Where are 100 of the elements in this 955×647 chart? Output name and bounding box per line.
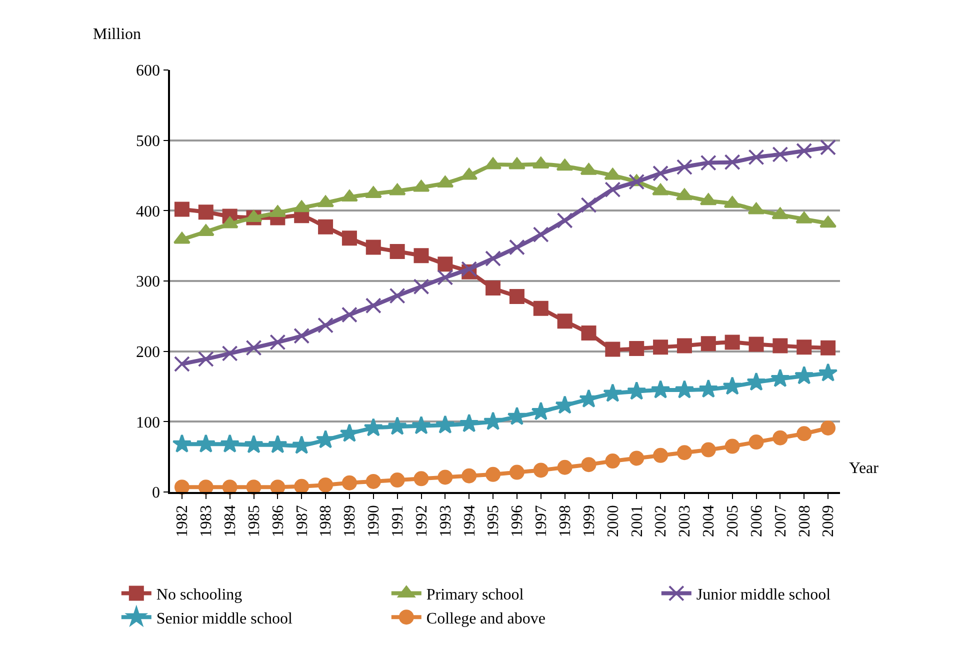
point <box>318 219 334 234</box>
point <box>579 389 598 408</box>
point <box>174 480 190 495</box>
point <box>748 434 764 450</box>
x-tick-label: 1983 <box>198 505 216 538</box>
point <box>172 434 192 453</box>
point <box>198 480 214 495</box>
point <box>653 448 668 463</box>
point <box>244 434 264 454</box>
point <box>770 368 790 388</box>
legend-label: Primary school <box>426 586 524 604</box>
x-tick-label: 1997 <box>533 505 550 538</box>
point <box>364 186 382 198</box>
point <box>653 340 668 355</box>
point <box>270 480 286 495</box>
y-tick-label: 400 <box>136 203 160 220</box>
point <box>270 334 286 350</box>
point <box>794 366 814 384</box>
x-tick-label: 1994 <box>461 505 478 538</box>
point <box>605 454 620 469</box>
point <box>508 239 525 256</box>
point <box>556 212 573 229</box>
point <box>486 466 501 482</box>
point <box>676 338 692 354</box>
point <box>772 430 788 446</box>
point <box>438 470 453 485</box>
point <box>389 288 406 304</box>
point <box>390 472 405 488</box>
point <box>820 340 836 356</box>
point <box>461 261 478 278</box>
x-axis-title: Year <box>849 460 880 477</box>
point <box>508 157 526 170</box>
x-tick-label: 1993 <box>437 505 454 538</box>
point <box>388 416 407 435</box>
point <box>342 475 357 490</box>
point <box>486 280 501 296</box>
point <box>676 188 693 200</box>
point <box>459 414 479 432</box>
point <box>580 197 597 214</box>
point <box>318 477 334 492</box>
legend-label: College and above <box>426 610 546 628</box>
legend-label: Junior middle school <box>696 586 832 604</box>
point <box>222 480 238 495</box>
point <box>509 288 524 304</box>
point <box>341 306 358 323</box>
y-tick-label: 0 <box>152 484 160 502</box>
x-tick-label: 1986 <box>270 505 287 538</box>
point <box>436 415 455 434</box>
x-tick-label: 1996 <box>509 505 526 538</box>
x-tick-label: 2002 <box>652 505 670 538</box>
point <box>198 351 214 368</box>
point <box>748 149 764 166</box>
x-tick-label: 2008 <box>796 505 814 538</box>
point <box>533 462 548 478</box>
point <box>772 338 788 354</box>
point <box>222 345 238 362</box>
x-tick-label: 1991 <box>390 505 407 538</box>
point <box>342 230 357 246</box>
point <box>269 205 286 218</box>
point <box>700 442 716 458</box>
point <box>414 248 429 264</box>
x-tick-label: 1984 <box>222 505 240 538</box>
point <box>772 207 789 220</box>
y-tick-label: 200 <box>136 344 160 361</box>
x-tick-label: 2003 <box>676 505 694 538</box>
point <box>652 165 669 182</box>
point <box>293 200 310 212</box>
point <box>292 435 312 454</box>
point <box>340 424 360 442</box>
point <box>365 298 382 314</box>
x-tick-label: 2005 <box>724 505 742 538</box>
point <box>796 340 812 355</box>
point <box>722 376 742 395</box>
point <box>772 146 788 162</box>
point <box>698 379 718 398</box>
x-tick-label: 1992 <box>413 505 430 538</box>
point <box>676 445 692 460</box>
point <box>748 202 765 214</box>
point <box>390 244 405 259</box>
point <box>700 336 716 352</box>
point <box>340 190 358 202</box>
point <box>198 204 214 220</box>
point <box>174 356 190 372</box>
point <box>366 474 381 489</box>
y-tick-label: 300 <box>136 274 160 291</box>
point <box>820 420 836 436</box>
y-axis-title: Million <box>93 26 142 43</box>
point <box>628 174 645 190</box>
point <box>294 478 310 494</box>
point <box>748 336 764 352</box>
point <box>485 250 502 266</box>
point <box>364 418 384 436</box>
point <box>438 256 453 272</box>
x-tick-label: 2009 <box>820 505 838 538</box>
point <box>197 224 214 236</box>
point <box>603 383 622 402</box>
point <box>388 183 406 196</box>
x-tick-label: 2004 <box>700 505 718 538</box>
point <box>318 317 334 334</box>
x-tick-label: 2007 <box>772 505 790 538</box>
